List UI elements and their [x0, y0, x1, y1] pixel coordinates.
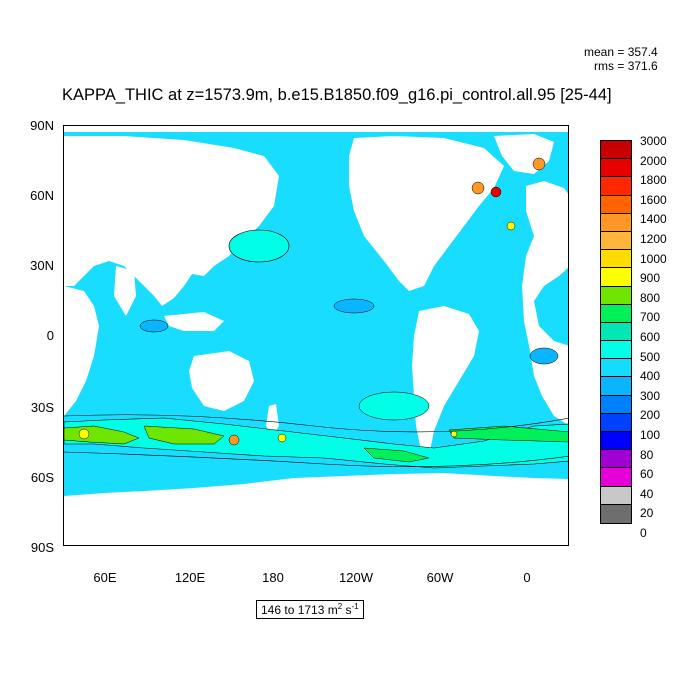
- hotspot-3: [277, 433, 287, 443]
- colorbar-label: 1400: [640, 212, 667, 227]
- colorbar-label: 200: [640, 408, 661, 423]
- xtick-120e: 120E: [174, 570, 206, 585]
- hotspot-1: [78, 428, 90, 440]
- stats-block: mean = 357.4 rms = 371.6: [584, 45, 658, 73]
- colorbar-label: 500: [640, 349, 661, 364]
- colorbar-label: 2000: [640, 153, 667, 168]
- colorbar-swatch: [601, 195, 631, 214]
- nz-land: [266, 404, 279, 436]
- na-hotspot-3: [506, 221, 516, 231]
- na-hotspot-2: [490, 186, 502, 198]
- xtick-60w: 60W: [426, 570, 454, 585]
- colorbar-label: 1000: [640, 251, 667, 266]
- colorbar-swatch: [601, 377, 631, 396]
- colorbar-label: 60: [640, 467, 654, 482]
- acc-green-2: [143, 425, 225, 445]
- range-prefix: 146 to 1713 m: [261, 603, 338, 617]
- colorbar-label: 1600: [640, 192, 667, 207]
- ytick-60s: 60S: [30, 470, 54, 485]
- indonesia-land: [164, 312, 224, 331]
- colorbar-label: 900: [640, 271, 661, 286]
- colorbar-swatch: [601, 432, 631, 451]
- eurasia-land: [64, 136, 279, 306]
- india-land: [114, 266, 136, 316]
- ytick-60n: 60N: [30, 188, 54, 203]
- top-blank: [64, 126, 568, 132]
- colorbar: [600, 140, 632, 524]
- mean-stat: mean = 357.4: [584, 45, 658, 59]
- colorbar-label: 600: [640, 330, 661, 344]
- colorbar-swatch: [601, 359, 631, 378]
- range-label: 146 to 1713 m2 s-1: [256, 600, 364, 619]
- range-mid: s: [342, 603, 352, 617]
- acc-green-3: [363, 447, 430, 463]
- na-hotspot-1: [471, 181, 485, 195]
- colorbar-swatch: [601, 468, 631, 487]
- hotspot-2: [228, 434, 240, 446]
- xtick-60e: 60E: [93, 570, 117, 585]
- ytick-90n: 90N: [30, 118, 54, 133]
- na-hotspot-4: [532, 157, 546, 171]
- ytick-90s: 90S: [30, 540, 54, 555]
- rms-stat: rms = 371.6: [594, 59, 658, 73]
- colorbar-label: 3000: [640, 134, 667, 148]
- colorbar-label: 1800: [640, 173, 667, 188]
- colorbar-swatch: [601, 486, 631, 505]
- colorbar-swatch: [601, 159, 631, 178]
- contour-line-1: [64, 414, 568, 433]
- xtick-180: 180: [262, 570, 284, 585]
- map-panel: [63, 125, 569, 546]
- colorbar-label: 700: [640, 310, 661, 325]
- north-pacific-patch: [228, 229, 290, 263]
- ytick-30s: 30S: [30, 400, 54, 415]
- colorbar-swatch: [601, 450, 631, 469]
- colorbar-label: 40: [640, 486, 654, 501]
- tropical-patch-1: [333, 298, 375, 314]
- colorbar-swatch: [601, 413, 631, 432]
- colorbar-swatch: [601, 322, 631, 342]
- colorbar-label: 100: [640, 428, 661, 442]
- australia-land: [189, 351, 254, 411]
- ytick-30n: 30N: [30, 258, 54, 273]
- colorbar-label: 800: [640, 290, 661, 305]
- plot-title: KAPPA_THIC at z=1573.9m, b.e15.B1850.f09…: [62, 86, 612, 104]
- range-exp2: -1: [351, 602, 359, 611]
- colorbar-label: 20: [640, 506, 654, 521]
- south-pacific-patch: [358, 391, 430, 421]
- xtick-120w: 120W: [339, 570, 373, 585]
- contour-line-2: [64, 451, 568, 467]
- antarctica-land: [64, 473, 568, 545]
- north-america-land: [349, 136, 504, 291]
- xtick-0: 0: [523, 570, 531, 585]
- africa-land: [64, 286, 99, 416]
- tropical-patch-2: [529, 347, 559, 365]
- tropical-patch-3: [139, 319, 169, 333]
- colorbar-label: 1200: [640, 232, 667, 246]
- colorbar-swatch: [601, 286, 631, 305]
- colorbar-swatch: [601, 231, 631, 251]
- europe-africa-land: [522, 181, 568, 425]
- colorbar-swatch: [601, 141, 631, 160]
- range-exp: 2: [337, 602, 343, 611]
- hotspot-4: [450, 430, 458, 438]
- colorbar-swatch: [601, 304, 631, 323]
- colorbar-label: 0: [640, 526, 647, 540]
- colorbar-swatch: [601, 268, 631, 287]
- colorbar-label: 400: [640, 369, 661, 384]
- colorbar-swatch: [601, 250, 631, 269]
- ytick-0: 0: [46, 328, 54, 343]
- south-america-land: [412, 306, 479, 456]
- colorbar-label: 80: [640, 447, 654, 462]
- colorbar-swatch: [601, 177, 631, 196]
- colorbar-swatch: [601, 341, 631, 360]
- acc-green-4: [448, 425, 568, 443]
- colorbar-swatch: [601, 504, 631, 523]
- map-canvas: [64, 126, 568, 545]
- colorbar-swatch: [601, 213, 631, 232]
- colorbar-label: 300: [640, 388, 661, 403]
- colorbar-swatch: [601, 395, 631, 414]
